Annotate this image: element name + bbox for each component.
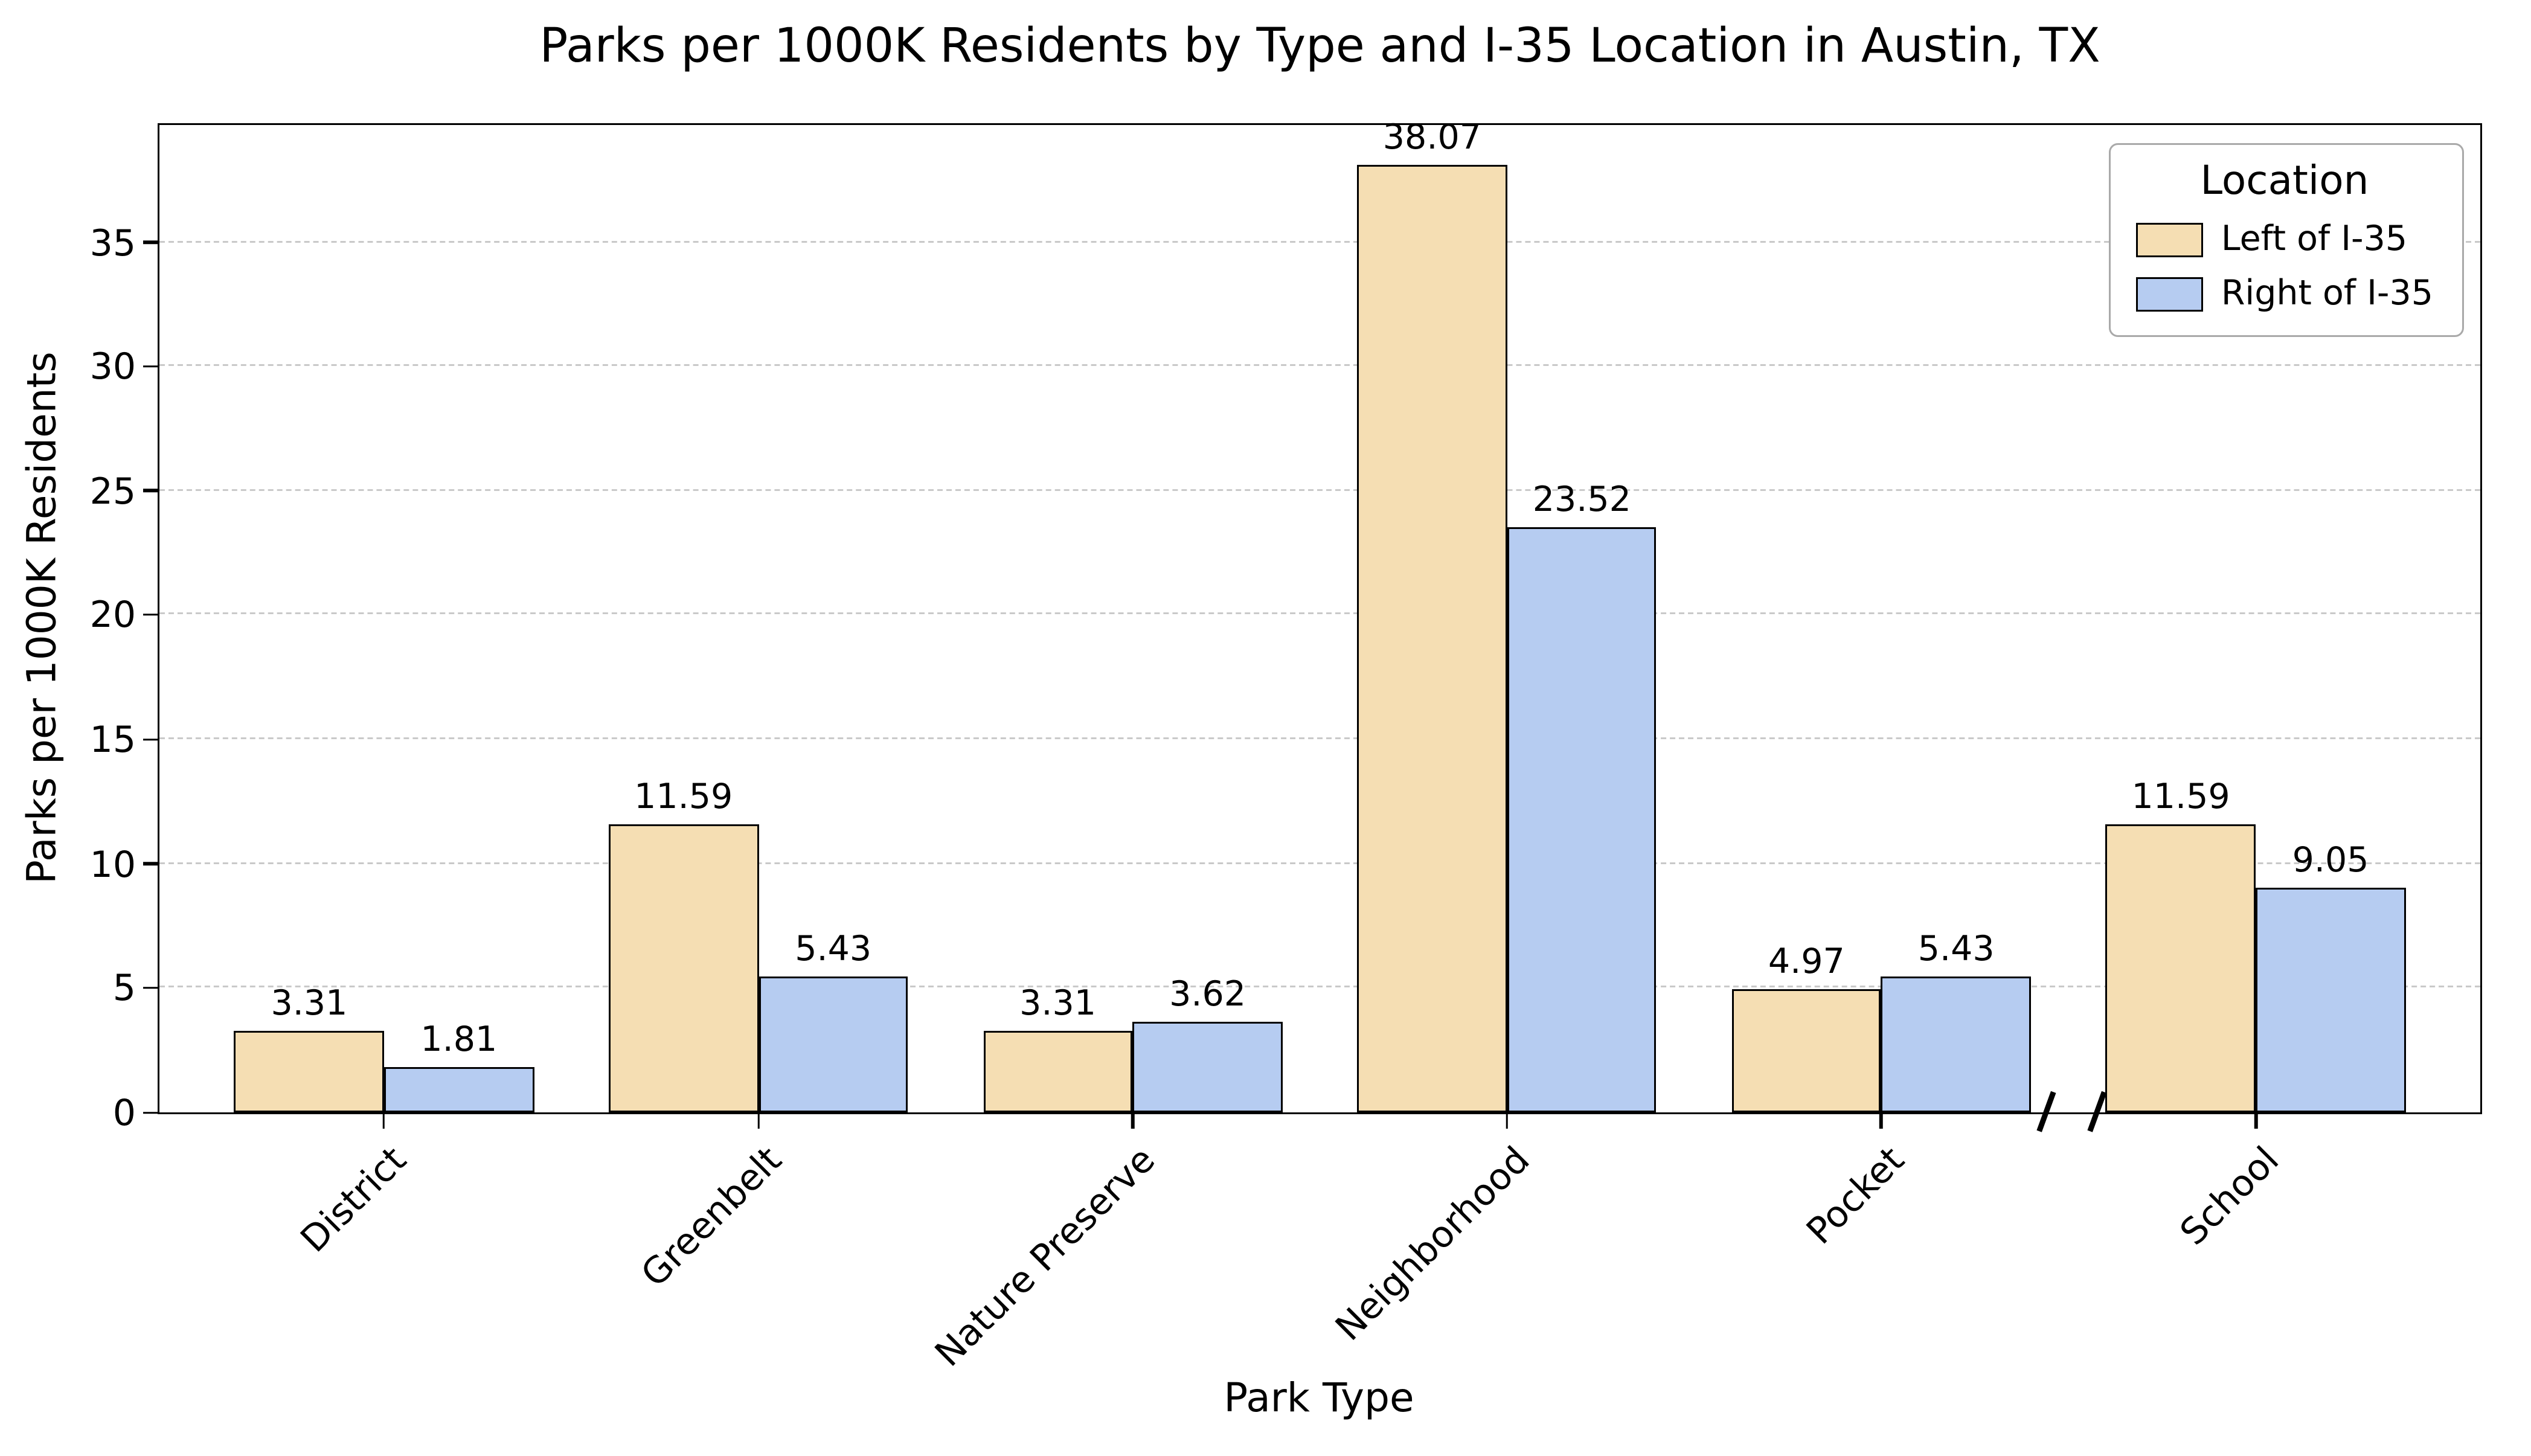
bar bbox=[1357, 165, 1507, 1112]
gridline bbox=[159, 613, 2480, 615]
y-tick-mark bbox=[143, 738, 159, 741]
y-tick-label: 30 bbox=[89, 344, 136, 388]
x-tick-mark bbox=[382, 1112, 386, 1129]
y-tick-mark bbox=[143, 365, 159, 368]
bar-value-label: 3.62 bbox=[1169, 975, 1246, 1015]
bar-value-label: 5.43 bbox=[795, 930, 872, 970]
bar bbox=[1132, 1022, 1283, 1112]
bar bbox=[2256, 887, 2406, 1112]
bar-value-label: 4.97 bbox=[1768, 941, 1845, 982]
legend-entry-left-of-i35: Left of I-35 bbox=[2135, 219, 2433, 259]
bar bbox=[1731, 989, 1882, 1112]
gridline bbox=[159, 737, 2480, 740]
legend: Location Left of I-35 Right of I-35 bbox=[2108, 143, 2464, 337]
x-tick-mark bbox=[2254, 1112, 2257, 1129]
bar-value-label: 5.43 bbox=[1917, 930, 1995, 970]
x-tick-mark bbox=[1131, 1112, 1134, 1129]
x-tick-mark bbox=[1506, 1112, 1509, 1129]
y-tick-mark bbox=[143, 1111, 159, 1114]
legend-entry-right-of-i35: Right of I-35 bbox=[2135, 274, 2433, 313]
bar bbox=[234, 1030, 384, 1112]
bar bbox=[983, 1030, 1133, 1112]
bar-value-label: 3.31 bbox=[1019, 983, 1097, 1023]
gridline bbox=[159, 986, 2480, 989]
chart-title: Parks per 1000K Residents by Type and I-… bbox=[539, 20, 2100, 74]
gridline bbox=[159, 862, 2480, 864]
bar-value-label: 38.07 bbox=[1382, 118, 1482, 159]
y-tick-mark bbox=[143, 986, 159, 990]
bar-value-label: 1.81 bbox=[420, 1020, 498, 1060]
gridline bbox=[159, 489, 2480, 491]
x-tick-label: Neighborhood bbox=[1326, 1138, 1538, 1349]
legend-title: Location bbox=[2200, 159, 2369, 205]
y-tick-label: 5 bbox=[112, 966, 136, 1010]
x-tick-mark bbox=[1879, 1112, 1883, 1129]
x-tick-label: Nature Preserve bbox=[926, 1138, 1164, 1375]
bar-value-label: 23.52 bbox=[1532, 480, 1631, 521]
legend-swatch-right-of-i35 bbox=[2135, 276, 2203, 311]
y-tick-mark bbox=[143, 489, 159, 492]
axis-break-mark bbox=[2088, 1091, 2107, 1132]
x-axis-label: Park Type bbox=[1224, 1377, 1414, 1422]
bar-value-label: 11.59 bbox=[2131, 777, 2230, 817]
gridline bbox=[159, 240, 2480, 242]
y-tick-mark bbox=[143, 862, 159, 865]
x-tick-label: Greenbelt bbox=[631, 1138, 789, 1295]
legend-label: Left of I-35 bbox=[2221, 219, 2408, 259]
bar-value-label: 3.31 bbox=[271, 983, 348, 1023]
y-tick-label: 25 bbox=[89, 469, 136, 513]
x-tick-label: Pocket bbox=[1797, 1138, 1913, 1253]
y-tick-label: 20 bbox=[89, 593, 136, 637]
x-tick-label: School bbox=[2170, 1138, 2287, 1254]
bar bbox=[2106, 824, 2256, 1112]
axis-break-mark bbox=[2036, 1091, 2056, 1132]
bar bbox=[1881, 977, 2032, 1112]
x-tick-mark bbox=[757, 1112, 760, 1129]
bar bbox=[1507, 527, 1657, 1112]
y-tick-label: 0 bbox=[112, 1091, 136, 1134]
legend-swatch-left-of-i35 bbox=[2135, 222, 2203, 257]
bar bbox=[383, 1067, 534, 1112]
y-tick-label: 35 bbox=[89, 220, 136, 264]
y-tick-mark bbox=[143, 240, 159, 243]
bar-value-label: 9.05 bbox=[2292, 840, 2369, 880]
bar-value-label: 11.59 bbox=[634, 777, 733, 817]
legend-label: Right of I-35 bbox=[2221, 274, 2433, 313]
y-tick-label: 15 bbox=[89, 717, 136, 762]
x-tick-label: District bbox=[292, 1138, 415, 1261]
plot-area: Location Left of I-35 Right of I-35 0 5 10… bbox=[90, 118, 2482, 1375]
gridline bbox=[159, 364, 2480, 367]
y-tick-label: 10 bbox=[89, 842, 136, 886]
bar bbox=[758, 977, 908, 1112]
y-tick-mark bbox=[143, 614, 159, 617]
bar bbox=[608, 824, 759, 1112]
y-axis-label: Parks per 1000K Residents bbox=[21, 351, 66, 884]
